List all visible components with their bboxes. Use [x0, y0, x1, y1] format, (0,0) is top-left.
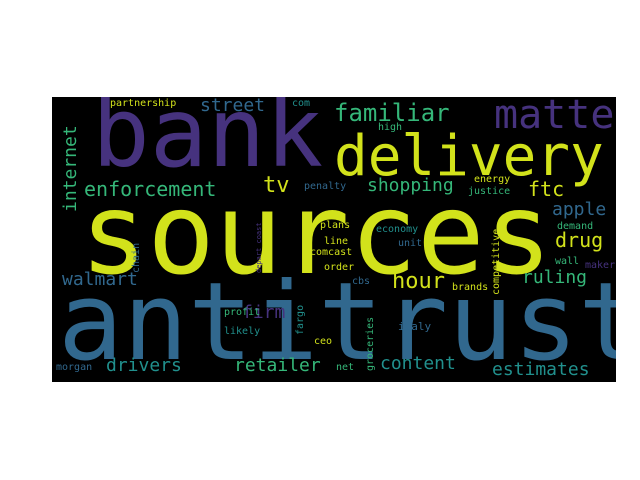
word-ftc: ftc [528, 177, 565, 201]
word-plans: plans [320, 220, 351, 231]
word-competitive: competitive [491, 228, 502, 295]
word-morgan: morgan [56, 362, 93, 373]
word-chain: chain [131, 242, 142, 273]
word-com: com [292, 98, 311, 109]
word-ruling: ruling [522, 267, 588, 288]
word-order: order [324, 262, 355, 273]
word-unit: unit [398, 238, 423, 249]
word-walmart: walmart [62, 269, 138, 290]
word-justice: justice [468, 186, 511, 197]
word-fargo: fargo [295, 304, 306, 335]
word-demand: demand [557, 221, 594, 232]
word-line: line [324, 236, 349, 247]
word-firm: firm [242, 302, 286, 323]
word-economy: economy [376, 224, 419, 235]
word-penalty: penalty [304, 181, 347, 192]
word-groceries: groceries [365, 316, 376, 371]
word-ceo: ceo [314, 336, 333, 347]
word-drug: drug [555, 228, 604, 252]
word-italy: italy [398, 320, 432, 333]
word-tv: tv [263, 173, 290, 198]
word-comcast: comcast [310, 247, 353, 258]
word-partnership: partnership [110, 98, 177, 109]
word-drivers: drivers [106, 355, 182, 376]
word-retailer: retailer [234, 355, 321, 376]
word-apple: apple [552, 199, 607, 220]
word-shopping: shopping [367, 175, 454, 196]
word-depart-coast: depart coast [255, 222, 263, 273]
word-hour: hour [392, 269, 445, 294]
word-energy: energy [474, 174, 511, 185]
word-delivery: delivery [334, 124, 604, 189]
word-sources: sources [80, 170, 553, 300]
word-maker: maker [585, 260, 616, 271]
word-content: content [380, 353, 456, 374]
word-likely: likely [224, 326, 261, 337]
word-internet: internet [60, 125, 81, 212]
word-matter: matter [494, 97, 616, 138]
word-net: net [336, 362, 355, 373]
word-profit: profit [224, 307, 261, 318]
word-familiar: familiar [334, 99, 450, 127]
word-antitrust: antitrust [58, 260, 616, 382]
word-brands: brands [452, 282, 489, 293]
word-street: street [200, 97, 266, 116]
word-cbs: cbs [352, 276, 371, 287]
word-cloud: bank delivery matter familiar street sou… [52, 97, 616, 382]
word-bank: bank [92, 97, 324, 189]
word-wall: wall [555, 256, 580, 267]
word-enforcement: enforcement [84, 177, 217, 201]
word-high: high [378, 122, 403, 133]
word-estimates: estimates [492, 359, 590, 380]
